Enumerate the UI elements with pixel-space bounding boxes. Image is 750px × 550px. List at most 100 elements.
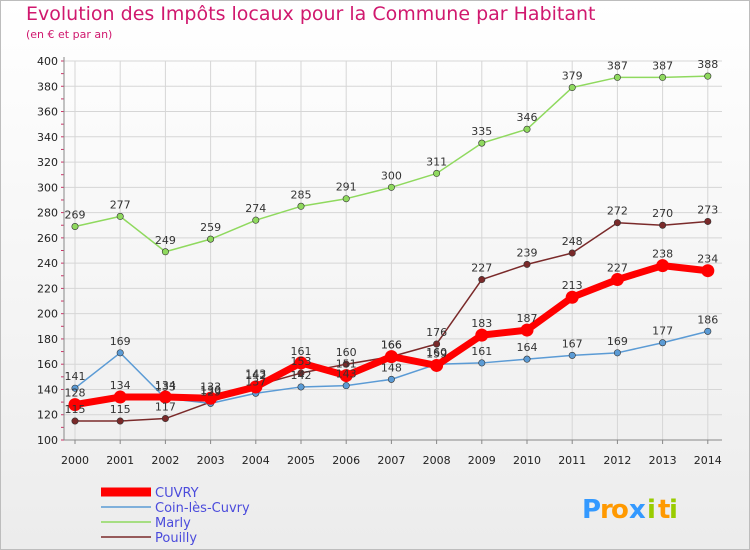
logo-letter: o	[611, 495, 629, 525]
data-label: 273	[697, 203, 718, 216]
data-label: 128	[65, 387, 86, 400]
data-point	[478, 276, 486, 284]
y-tick-label: 360	[37, 106, 58, 119]
data-label: 153	[291, 355, 312, 368]
data-point	[387, 183, 395, 191]
data-point	[613, 73, 621, 81]
data-point	[430, 358, 444, 372]
data-label: 274	[245, 202, 266, 215]
data-point	[659, 339, 667, 347]
data-label: 291	[336, 181, 357, 194]
data-point	[297, 383, 305, 391]
data-point	[704, 217, 712, 225]
x-tick-label: 2010	[513, 454, 541, 467]
data-point	[71, 222, 79, 230]
data-label: 388	[697, 58, 718, 71]
y-tick-label: 180	[37, 333, 58, 346]
data-label: 164	[517, 341, 538, 354]
y-tick-label: 260	[37, 232, 58, 245]
data-label: 134	[155, 379, 176, 392]
data-point	[252, 216, 260, 224]
y-tick-label: 240	[37, 257, 58, 270]
x-tick-label: 2013	[649, 454, 677, 467]
data-label: 159	[426, 347, 447, 360]
data-label: 166	[381, 339, 402, 352]
data-point	[704, 327, 712, 335]
x-tick-label: 2000	[61, 454, 89, 467]
data-label: 227	[471, 262, 492, 275]
data-label: 269	[65, 208, 86, 221]
y-tick-label: 400	[37, 55, 58, 68]
data-point	[433, 340, 441, 348]
data-point	[68, 398, 82, 412]
data-point	[433, 169, 441, 177]
data-label: 117	[155, 401, 176, 414]
data-label: 239	[517, 246, 538, 259]
data-point	[113, 390, 127, 404]
data-label: 143	[336, 368, 357, 381]
data-label: 137	[245, 375, 266, 388]
data-label: 277	[110, 198, 131, 211]
data-point	[568, 249, 576, 257]
data-point	[704, 72, 712, 80]
data-point	[475, 328, 489, 342]
data-point	[71, 417, 79, 425]
y-tick-label: 200	[37, 308, 58, 321]
x-tick-label: 2004	[242, 454, 270, 467]
x-tick-label: 2011	[558, 454, 586, 467]
y-tick-label: 280	[37, 207, 58, 220]
data-point	[339, 369, 353, 383]
data-label: 130	[200, 384, 221, 397]
data-point	[523, 355, 531, 363]
y-tick-label: 100	[37, 434, 58, 447]
legend-label: Marly	[155, 516, 191, 531]
x-tick-label: 2006	[332, 454, 360, 467]
data-label: 143	[245, 368, 266, 381]
data-label: 213	[562, 279, 583, 292]
data-label: 142	[291, 369, 312, 382]
data-label: 160	[336, 346, 357, 359]
logo-letter: P	[582, 495, 601, 525]
x-tick-label: 2012	[603, 454, 631, 467]
data-point	[610, 273, 624, 287]
x-tick-label: 2005	[287, 454, 315, 467]
data-label: 183	[471, 317, 492, 330]
data-point	[568, 351, 576, 359]
y-tick-label: 300	[37, 181, 58, 194]
data-label: 142	[245, 369, 266, 382]
x-tick-label: 2001	[106, 454, 134, 467]
logo-letter: i	[669, 495, 678, 525]
y-tick-label: 220	[37, 282, 58, 295]
data-point	[701, 264, 715, 278]
data-label: 169	[110, 335, 131, 348]
data-point	[478, 139, 486, 147]
logo-letter: r	[600, 495, 613, 525]
y-tick-label: 380	[37, 80, 58, 93]
data-label: 270	[652, 207, 673, 220]
data-label: 379	[562, 70, 583, 83]
data-label: 187	[517, 312, 538, 325]
x-tick-label: 2009	[468, 454, 496, 467]
data-label: 151	[336, 358, 357, 371]
y-tick-label: 320	[37, 156, 58, 169]
y-tick-label: 160	[37, 358, 58, 371]
data-point	[158, 390, 172, 404]
data-point	[478, 359, 486, 367]
x-tick-label: 2014	[694, 454, 722, 467]
y-tick-label: 340	[37, 131, 58, 144]
data-point	[659, 73, 667, 81]
data-point	[520, 323, 534, 337]
x-tick-label: 2003	[197, 454, 225, 467]
data-label: 166	[381, 339, 402, 352]
legend-label: CUVRY	[155, 486, 199, 501]
data-label: 160	[426, 346, 447, 359]
data-label: 133	[200, 380, 221, 393]
chart-title: Evolution des Impôts locaux pour la Comm…	[26, 3, 596, 25]
legend-label: Coin-lès-Cuvry	[155, 501, 250, 516]
data-label: 259	[200, 221, 221, 234]
data-point	[384, 350, 398, 364]
logo-letter: t	[658, 495, 670, 525]
data-point	[297, 369, 305, 377]
data-point	[116, 212, 124, 220]
